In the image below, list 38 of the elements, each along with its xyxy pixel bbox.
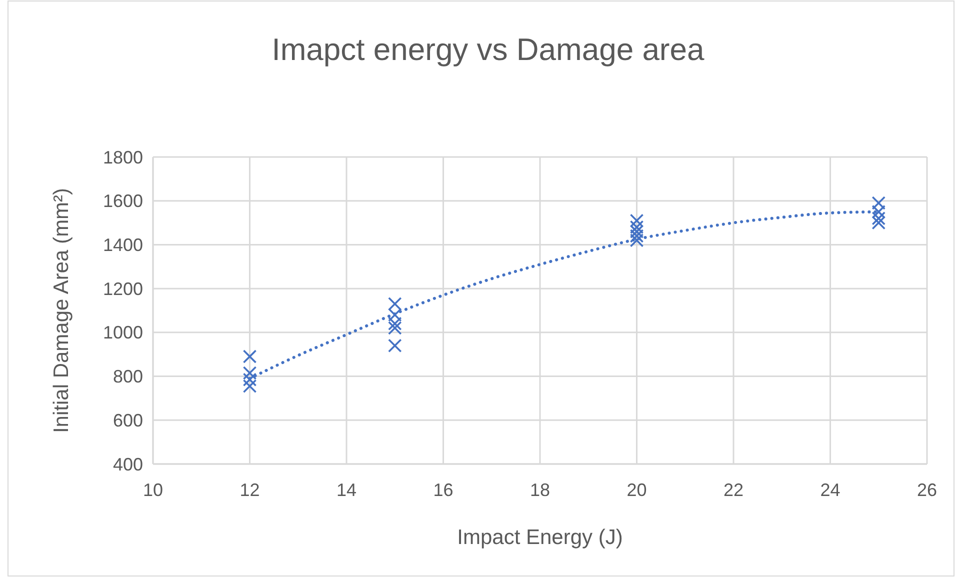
y-tick-label: 600 bbox=[112, 410, 143, 430]
point bbox=[388, 297, 402, 311]
x-tick-label: 18 bbox=[530, 480, 550, 500]
point bbox=[242, 379, 257, 394]
point bbox=[242, 372, 257, 386]
y-tick-label: 1200 bbox=[102, 278, 143, 299]
x-tick-label: 26 bbox=[916, 480, 938, 500]
point bbox=[242, 350, 257, 364]
x-tick-label: 16 bbox=[433, 480, 454, 500]
x-tick-label: 24 bbox=[820, 480, 840, 500]
x-tick-label: 10 bbox=[142, 480, 164, 500]
point bbox=[242, 366, 257, 380]
x-tick-label: 12 bbox=[240, 480, 260, 500]
x-tick-label: 20 bbox=[626, 480, 647, 500]
point bbox=[630, 233, 644, 248]
y-axis-title: Initial Damage Area (mm²) bbox=[50, 188, 73, 434]
y-tick-label: 1600 bbox=[102, 191, 143, 212]
point bbox=[872, 216, 886, 230]
point bbox=[388, 316, 402, 331]
y-tick-label: 1000 bbox=[102, 322, 143, 343]
point bbox=[388, 321, 402, 335]
point bbox=[630, 229, 644, 243]
point bbox=[872, 196, 886, 210]
point bbox=[388, 308, 402, 322]
point bbox=[630, 220, 644, 234]
x-axis-title: Impact Energy (J) bbox=[457, 526, 623, 549]
point bbox=[872, 204, 886, 219]
chart-title: Imapct energy vs Damage area bbox=[272, 32, 705, 67]
point bbox=[388, 338, 402, 352]
y-tick-label: 800 bbox=[112, 366, 143, 387]
point bbox=[872, 212, 886, 226]
y-tick-label: 400 bbox=[112, 454, 143, 474]
x-tick-label: 22 bbox=[723, 480, 744, 500]
x-tick-label: 14 bbox=[336, 480, 357, 500]
y-tick-label: 1800 bbox=[102, 147, 143, 168]
point bbox=[630, 224, 644, 238]
point bbox=[630, 214, 644, 228]
y-tick-label: 1400 bbox=[102, 235, 143, 256]
